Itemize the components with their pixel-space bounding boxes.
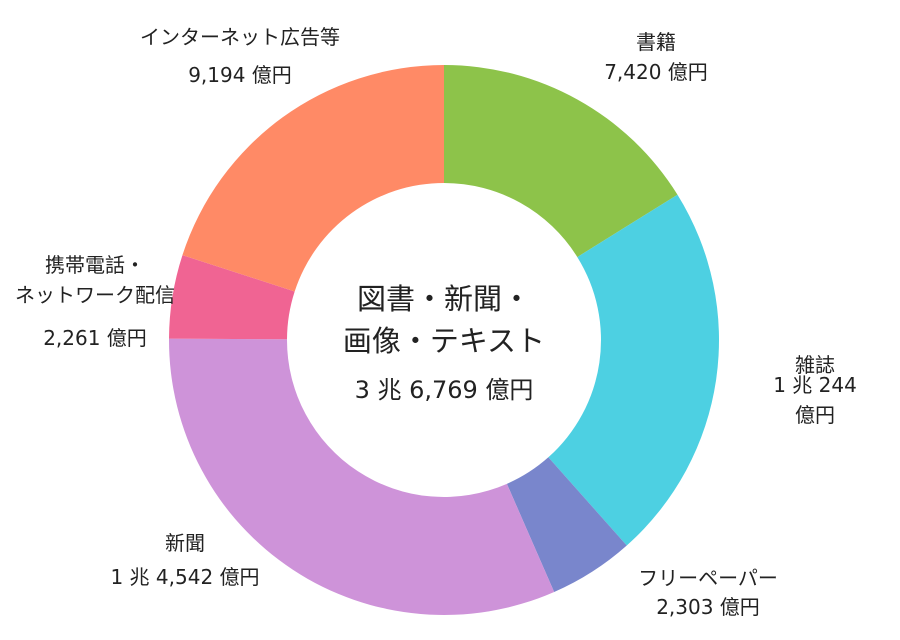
value-label: 7,420 億円 xyxy=(604,60,708,84)
donut-segment xyxy=(169,338,555,615)
category-label: 書籍 xyxy=(636,30,676,54)
value-label: 2,303 億円 xyxy=(656,595,760,619)
value-label: 1 兆 244 億円 xyxy=(773,373,857,427)
donut-segment xyxy=(444,65,678,258)
center-title: 図書・新聞・ 画像・テキスト xyxy=(342,282,546,358)
category-label: 携帯電話・ ネットワーク配信 xyxy=(15,253,175,307)
category-label: 新聞 xyxy=(165,531,205,555)
donut-segment xyxy=(506,457,627,592)
value-label: 9,194 億円 xyxy=(188,63,292,87)
category-label: フリーペーパー xyxy=(638,566,778,590)
category-label: インターネット広告等 xyxy=(140,25,340,49)
center-value: 3 兆 6,769 億円 xyxy=(354,376,534,404)
donut-segment xyxy=(182,65,444,292)
value-label: 2,261 億円 xyxy=(43,326,147,350)
category-label: 雑誌 xyxy=(795,353,835,377)
donut-segment xyxy=(169,255,295,340)
donut-segment xyxy=(548,194,719,546)
value-label: 1 兆 4,542 億円 xyxy=(110,565,260,589)
